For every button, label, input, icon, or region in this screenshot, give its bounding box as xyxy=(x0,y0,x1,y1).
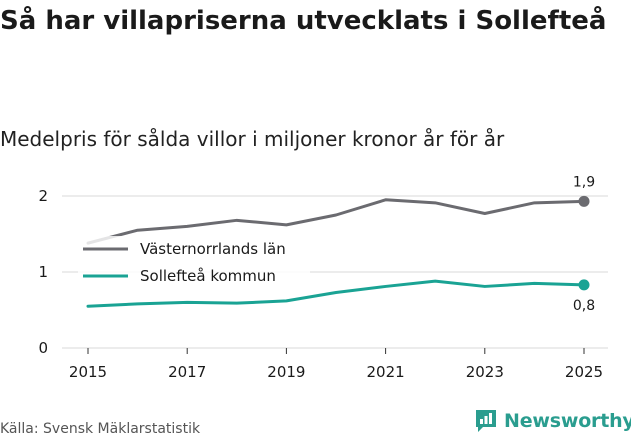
bar-chart-icon xyxy=(476,410,496,432)
legend-background xyxy=(78,236,310,290)
x-tick-label-2025: 2025 xyxy=(565,363,603,381)
x-tick-label-2017: 2017 xyxy=(168,363,206,381)
legend: Västernorrlands län Sollefteå kommun xyxy=(78,236,310,290)
x-tick-label-2021: 2021 xyxy=(367,363,405,381)
series-lines: 1,9 0,8 xyxy=(86,174,595,314)
brand-name: Newsworthy xyxy=(504,410,631,432)
x-axis-ticks: 2015 2017 2019 2021 2023 2025 xyxy=(69,348,603,381)
end-point-2 xyxy=(578,279,590,291)
chart-title: Så har villapriserna utvecklats i Sollef… xyxy=(0,6,607,36)
end-value-label-1: 1,9 xyxy=(573,174,595,190)
y-axis-ticks: 0 1 2 xyxy=(38,187,48,357)
chart-subtitle: Medelpris för sålda villor i miljoner kr… xyxy=(0,127,505,151)
end-point-1 xyxy=(578,195,590,207)
series-line-1 xyxy=(86,198,586,245)
y-tick-label-1: 1 xyxy=(38,263,48,281)
x-tick-label-2019: 2019 xyxy=(267,363,305,381)
legend-label-1: Västernorrlands län xyxy=(140,240,286,258)
end-value-label-2: 0,8 xyxy=(573,298,595,314)
y-tick-label-2: 2 xyxy=(38,187,48,205)
newsworthy-logo: Newsworthy xyxy=(474,408,631,434)
series-line-2 xyxy=(86,279,586,308)
line-chart: 0 1 2 2015 2017 2019 2021 2023 2025 1,9 0,8 Väst… xyxy=(38,174,608,381)
source-note: Källa: Svensk Mäklarstatistik xyxy=(0,421,201,437)
x-tick-label-2015: 2015 xyxy=(69,363,107,381)
y-tick-label-0: 0 xyxy=(38,339,48,357)
legend-label-2: Sollefteå kommun xyxy=(140,267,276,285)
x-tick-label-2023: 2023 xyxy=(466,363,504,381)
